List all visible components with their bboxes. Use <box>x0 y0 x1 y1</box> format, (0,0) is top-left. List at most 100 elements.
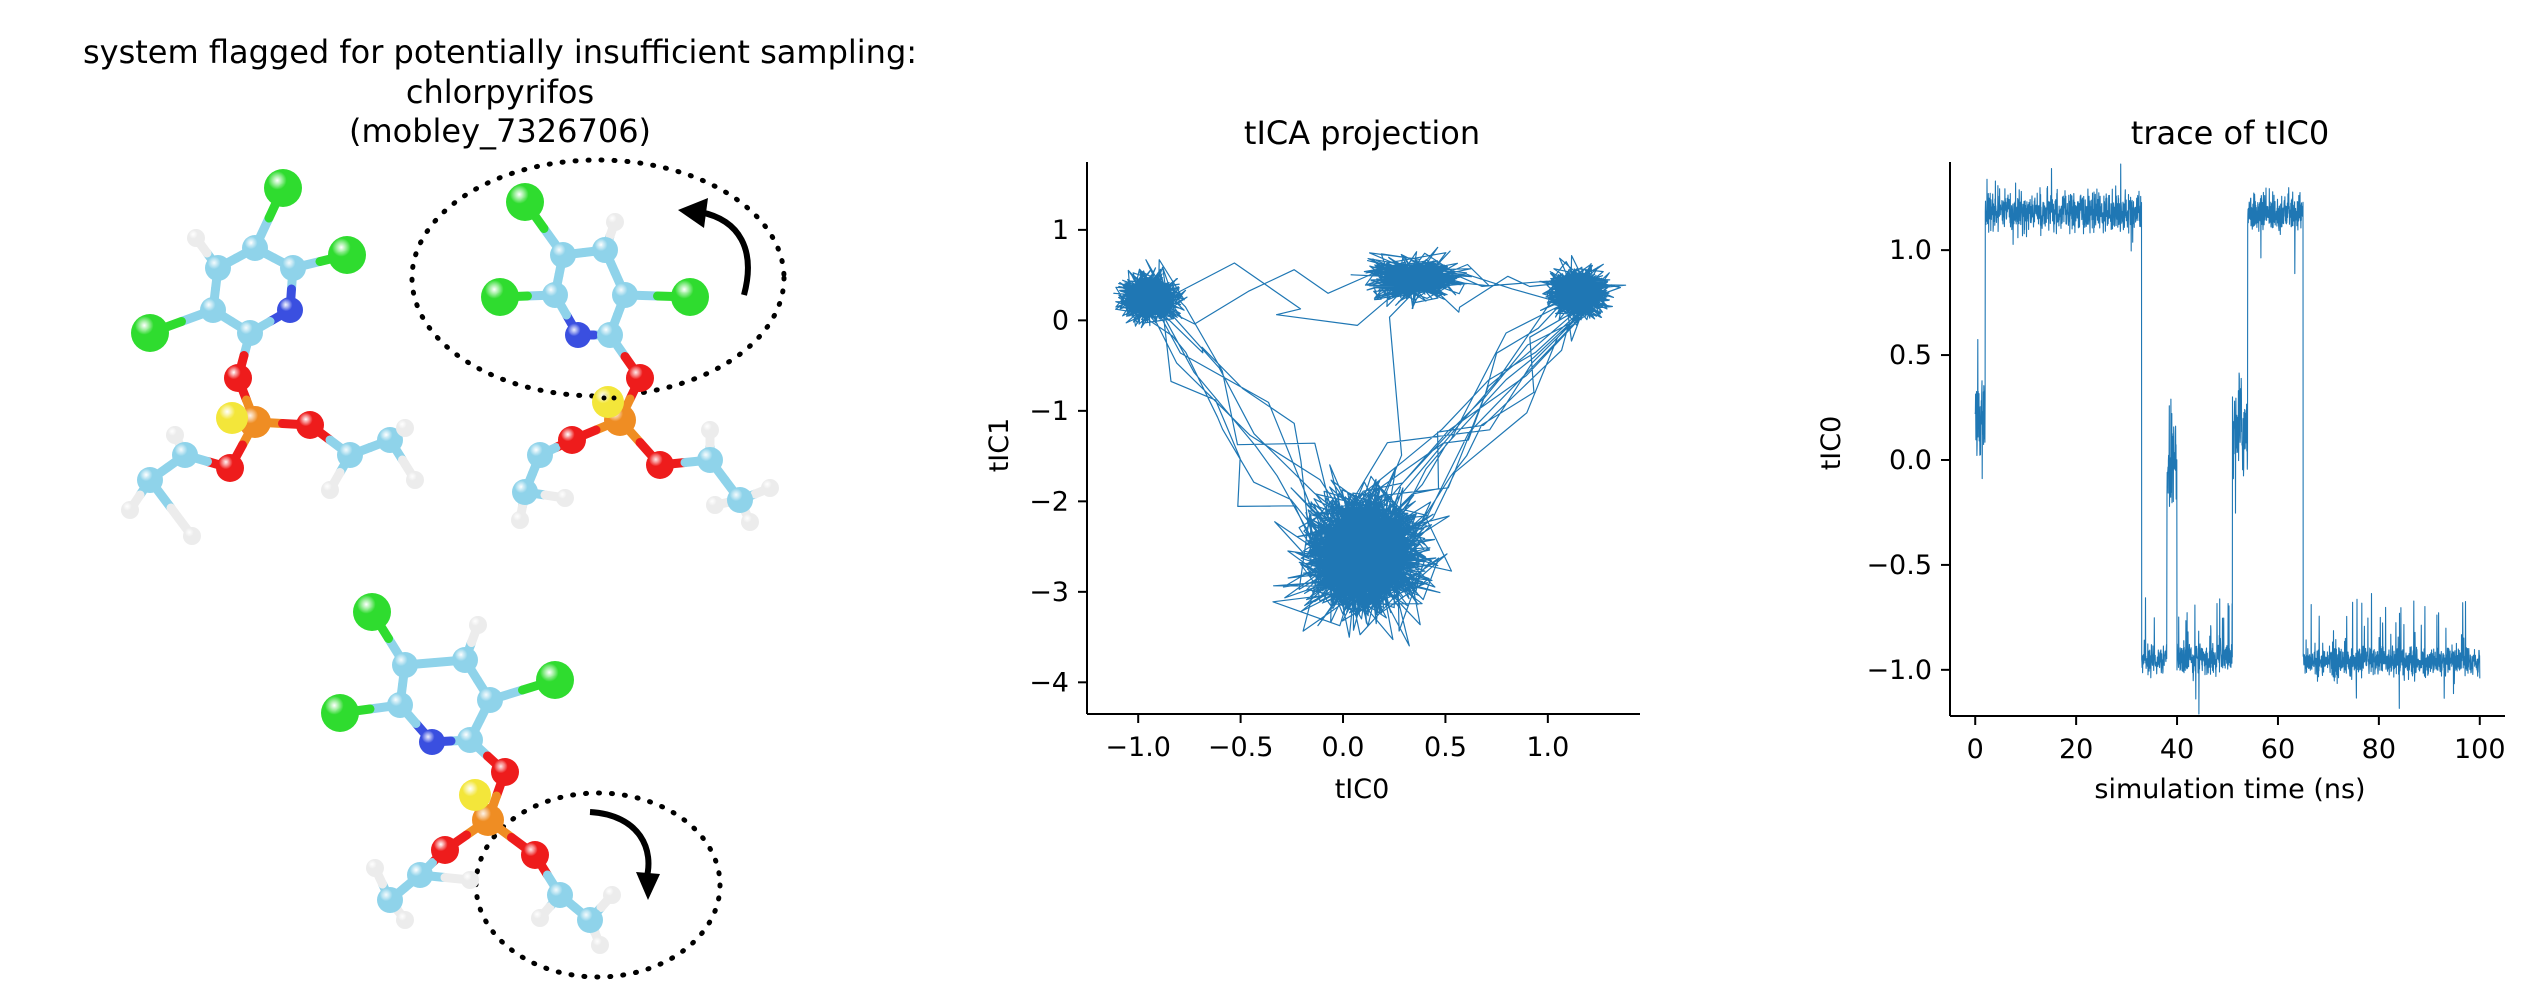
oxygen-atom <box>558 426 586 454</box>
tica-x-axis-label: tIC0 <box>1335 774 1390 805</box>
hydrogen-atom <box>461 871 479 889</box>
carbon-atom <box>137 467 163 493</box>
molecule-structures <box>121 169 779 954</box>
rotation-arrowhead-top <box>678 198 708 228</box>
carbon-atom <box>392 652 418 678</box>
chlorine-atom <box>131 314 169 352</box>
hydrogen-atom <box>366 859 384 877</box>
molecule-2 <box>481 183 779 531</box>
tic0-trace-chart: trace of tIC0 simulation time (ns) tIC0 … <box>1816 114 2506 805</box>
rotation-arrow-bottom <box>589 809 652 881</box>
nitrogen-atom <box>277 297 303 323</box>
trace-plot-area <box>1974 163 2481 715</box>
tica-x-tick-label: 0.5 <box>1424 732 1467 763</box>
tica-y-tick-label: −1 <box>1029 396 1069 427</box>
oxygen-atom <box>296 411 324 439</box>
trace-x-tick-label: 80 <box>2362 734 2396 765</box>
carbon-atom <box>597 322 623 348</box>
carbon-atom <box>387 692 413 718</box>
trace-x-tick-label: 0 <box>1967 734 1984 765</box>
chlorine-atom <box>353 593 391 631</box>
hydrogen-atom <box>396 911 414 929</box>
trace-y-tick-label: −1.0 <box>1866 655 1932 686</box>
chlorine-atom <box>264 169 302 207</box>
trace-axes: 0 20 40 60 80 100 1.0 0.5 0.0 −0.5 −1.0 <box>1866 162 2506 765</box>
hydrogen-atom <box>591 936 609 954</box>
carbon-atom <box>377 887 403 913</box>
hydrogen-atom <box>511 511 529 529</box>
nitrogen-atom <box>565 322 591 348</box>
hydrogen-atom <box>183 527 201 545</box>
hydrogen-atom <box>701 421 719 439</box>
chlorine-atom <box>328 236 366 274</box>
oxygen-atom <box>646 451 674 479</box>
tica-x-tick-label: −1.0 <box>1105 732 1171 763</box>
sulfur-atom <box>592 386 624 418</box>
oxygen-atom <box>491 758 519 786</box>
trace-x-tick-label: 20 <box>2059 734 2093 765</box>
oxygen-atom <box>521 841 549 869</box>
carbon-atom <box>377 427 403 453</box>
molecule-panel: system flagged for potentially insuffici… <box>83 33 917 980</box>
chlorine-atom <box>481 278 519 316</box>
chlorine-atom <box>506 183 544 221</box>
carbon-atom <box>205 255 231 281</box>
marker-dot <box>601 395 607 401</box>
carbon-atom <box>527 442 553 468</box>
hydrogen-atom <box>469 616 487 634</box>
hydrogen-atom <box>606 213 624 231</box>
marker-dot <box>611 395 617 401</box>
carbon-atom <box>477 687 503 713</box>
tica-y-axis-label: tIC1 <box>984 418 1015 473</box>
carbon-atom <box>337 442 363 468</box>
hydrogen-atom <box>706 496 724 514</box>
tica-y-tick-label: 0 <box>1052 305 1069 336</box>
tica-trajectory-line <box>1113 246 1627 647</box>
oxygen-atom <box>224 364 252 392</box>
carbon-atom <box>200 297 226 323</box>
carbon-atom <box>172 442 198 468</box>
hydrogen-atom <box>406 471 424 489</box>
rotation-ellipse-top <box>409 157 787 399</box>
hydrogen-atom <box>166 426 184 444</box>
tica-plot-area <box>1113 246 1627 647</box>
hydrogen-atom <box>556 489 574 507</box>
tica-y-tick-label: −3 <box>1029 577 1069 608</box>
carbon-atom <box>542 282 568 308</box>
trace-x-tick-label: 100 <box>2454 734 2506 765</box>
molecule-3 <box>321 593 621 954</box>
rotation-arrow-top <box>699 209 751 296</box>
carbon-atom <box>237 320 263 346</box>
tica-x-tick-label: 1.0 <box>1526 732 1569 763</box>
carbon-atom <box>452 647 478 673</box>
oxygen-atom <box>216 454 244 482</box>
hydrogen-atom <box>761 479 779 497</box>
hydrogen-atom <box>321 481 339 499</box>
trace-y-axis-label: tIC0 <box>1816 416 1847 471</box>
oxygen-atom <box>626 364 654 392</box>
molecule-1 <box>121 169 424 545</box>
chlorine-atom <box>671 278 709 316</box>
carbon-atom <box>612 282 638 308</box>
tica-axes: −1.0 −0.5 0.0 0.5 1.0 1 0 −1 −2 −3 −4 <box>1029 162 1640 763</box>
chlorine-atom <box>321 694 359 732</box>
hydrogen-atom <box>121 501 139 519</box>
oxygen-atom <box>431 836 459 864</box>
sulfur-atom <box>459 779 491 811</box>
carbon-atom <box>512 479 538 505</box>
phosphorus-atom <box>472 804 504 836</box>
trace-line <box>1974 163 2481 715</box>
carbon-atom <box>280 255 306 281</box>
carbon-atom <box>550 242 576 268</box>
molecule-title-line3: (mobley_7326706) <box>349 112 651 150</box>
carbon-atom <box>547 882 573 908</box>
carbon-atom <box>592 237 618 263</box>
carbon-atom <box>457 727 483 753</box>
molecule-title-line1: system flagged for potentially insuffici… <box>83 33 917 71</box>
hydrogen-atom <box>187 229 205 247</box>
tica-x-tick-label: −0.5 <box>1208 732 1274 763</box>
tica-y-tick-label: −2 <box>1029 486 1069 517</box>
chlorine-atom <box>536 661 574 699</box>
molecule-title-line2: chlorpyrifos <box>406 73 594 111</box>
